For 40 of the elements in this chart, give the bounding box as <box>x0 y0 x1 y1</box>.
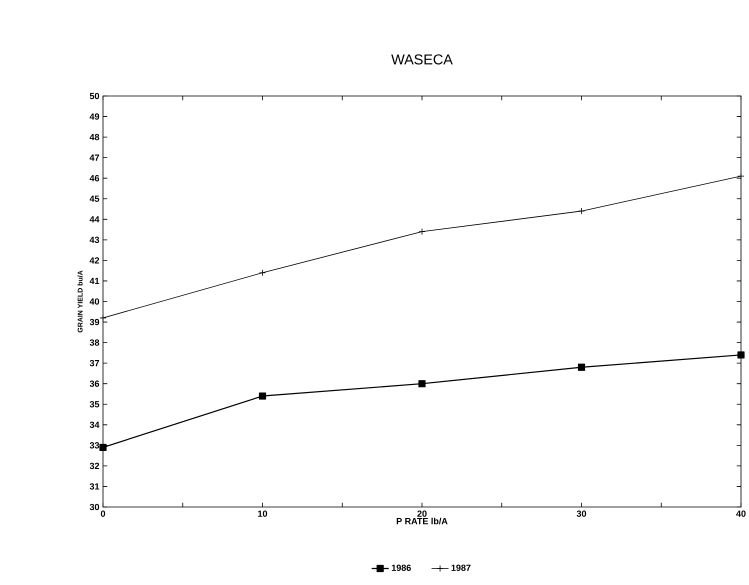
legend-label: 1987 <box>452 564 471 571</box>
y-tick-label: 37 <box>90 360 100 366</box>
point <box>738 172 744 180</box>
y-tick-label: 34 <box>90 422 100 428</box>
point <box>578 208 585 214</box>
x-tick-label: 30 <box>576 510 586 517</box>
x-tick-label: 40 <box>736 510 746 517</box>
y-tick-label: 42 <box>90 257 100 264</box>
point <box>100 314 106 322</box>
point <box>258 392 266 400</box>
x-axis-title: P RATE lb/A <box>396 518 448 524</box>
y-tick-label: 39 <box>90 318 100 326</box>
y-tick-label: 41 <box>90 278 100 284</box>
legend-label: 1986 <box>392 564 411 571</box>
y-tick-label: 46 <box>90 175 100 182</box>
y-tick-label: 44 <box>90 216 100 222</box>
y-tick-label: 45 <box>90 196 100 202</box>
y-tick-label: 30 <box>90 504 100 510</box>
x-tick-label: 10 <box>258 510 268 517</box>
point <box>99 444 107 451</box>
y-tick-label: 50 <box>90 92 100 100</box>
y-tick-label: 33 <box>90 442 100 449</box>
point <box>418 380 426 388</box>
x-tick-label: 0 <box>100 510 106 517</box>
y-tick-label: 35 <box>90 401 100 408</box>
y-tick-label: 32 <box>90 462 100 470</box>
y-tick-label: 48 <box>90 134 100 140</box>
point <box>737 351 745 359</box>
point <box>259 269 266 276</box>
y-tick-label: 38 <box>90 339 100 346</box>
y-tick-label: 31 <box>90 483 100 490</box>
y-tick-label: 49 <box>90 113 100 120</box>
x-tick-label: 20 <box>417 510 427 517</box>
point <box>418 228 426 236</box>
y-tick-label: 43 <box>90 236 100 244</box>
point <box>578 364 586 371</box>
y-tick-label: 40 <box>90 298 100 305</box>
chart-title: WASECA <box>391 54 453 64</box>
y-tick-label: 47 <box>90 154 100 161</box>
y-tick-label: 36 <box>90 380 100 387</box>
